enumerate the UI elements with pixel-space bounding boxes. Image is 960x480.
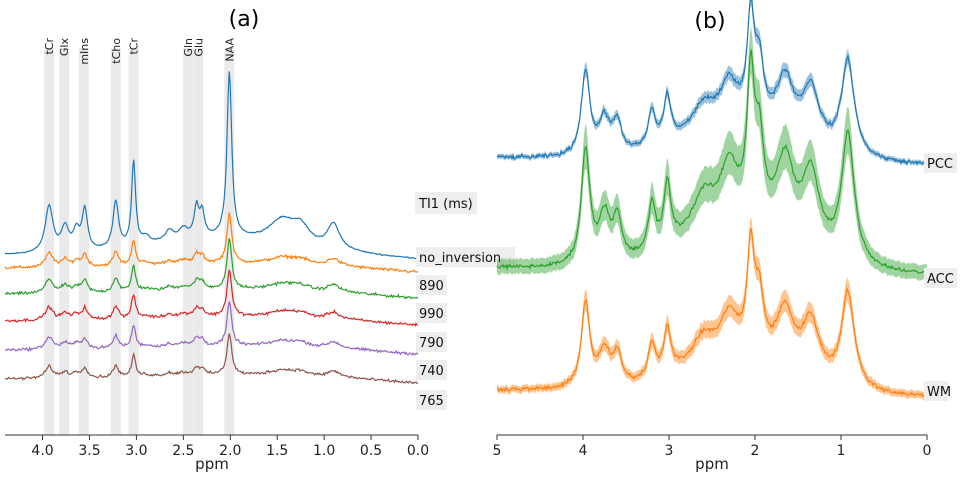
spectrum-line: [4, 269, 419, 327]
metabolite-band: [193, 48, 204, 435]
x-tick-label: 4: [579, 443, 588, 459]
x-tick-label: 1.0: [313, 443, 335, 459]
x-axis-a: 4.0 3.5 3.0 2.5 2.0 1.5 1.0 0.5 0.0: [5, 434, 429, 459]
x-tick-label: 2: [751, 443, 760, 459]
x-tick-label: 0.0: [407, 443, 429, 459]
spectrum-line: [4, 71, 419, 260]
x-tick-label: 5: [493, 443, 502, 459]
x-axis-b: 5 4 3 2 1 0: [493, 434, 932, 459]
spectra-lines-b: [496, 0, 928, 398]
series-label-box: [416, 332, 447, 352]
series-label-box: [924, 268, 957, 288]
series-label-box: [416, 247, 516, 267]
spectrum-line: [4, 212, 418, 274]
spectrum-line: [4, 301, 419, 356]
metabolite-label: tCho: [110, 38, 123, 64]
metabolite-label: Gln: [182, 38, 195, 57]
legend-title: TI1 (ms): [418, 197, 473, 212]
series-labels-b: PCC ACC WM: [924, 153, 957, 401]
series-label-box: [416, 303, 447, 323]
x-tick-label: 0.5: [360, 443, 382, 459]
series-label-box: [416, 390, 447, 410]
metabolite-label: tCr: [43, 38, 56, 55]
legend-title-box: TI1 (ms): [415, 192, 477, 214]
series-labels: TI1 (ms) no_inversion 890 990 790 740 765: [415, 192, 516, 410]
x-axis-title-b: ppm: [695, 455, 729, 473]
sd-band: [497, 216, 927, 401]
x-tick-label: 3.0: [125, 443, 147, 459]
x-axis-title-a: ppm: [195, 455, 229, 473]
panel-a-title: (a): [229, 7, 260, 32]
panel-b-title: (b): [694, 9, 725, 34]
metabolite-label: tCr: [128, 38, 141, 55]
series-label: no_inversion: [419, 251, 501, 266]
series-label: 990: [419, 307, 444, 322]
metabolite-bands: [44, 48, 235, 435]
metabolite-band: [78, 48, 89, 435]
x-tick-label: 0: [923, 443, 932, 459]
metabolite-label: Glu: [192, 38, 205, 57]
series-label-box: [416, 275, 447, 295]
metabolite-label: NAA: [223, 38, 236, 62]
series-label-box: [924, 153, 957, 173]
panel-b: (b) PCC ACC WM 5 4 3 2 1 0 ppm: [493, 0, 957, 473]
spectra-lines: [4, 71, 419, 385]
series-label: 765: [419, 394, 444, 409]
series-label: 740: [419, 364, 444, 379]
x-tick-label: 3.5: [78, 443, 100, 459]
series-label: PCC: [927, 157, 953, 172]
x-tick-label: 2.0: [219, 443, 241, 459]
spectrum-line: [496, 0, 928, 167]
metabolite-band: [110, 48, 121, 435]
series-label: WM: [927, 385, 951, 400]
x-tick-label: 1.5: [266, 443, 288, 459]
metabolite-band: [44, 48, 55, 435]
sd-band: [497, 26, 927, 281]
spectrum-line: [496, 49, 928, 274]
metabolite-band: [183, 48, 194, 435]
sd-bands: [497, 0, 927, 401]
spectrum-line: [5, 333, 419, 385]
spectrum-line: [4, 238, 419, 300]
metabolite-band: [59, 48, 70, 435]
series-label: ACC: [927, 272, 954, 287]
metabolite-label: Glx: [58, 38, 71, 57]
x-tick-label: 2.5: [172, 443, 194, 459]
spectrum-line: [496, 228, 928, 398]
series-label-box: [924, 381, 948, 401]
x-tick-label: 3: [665, 443, 674, 459]
series-label-box: [416, 360, 447, 380]
x-tick-label: 4.0: [31, 443, 53, 459]
series-label: 890: [419, 279, 444, 294]
metabolite-label: mIns: [78, 38, 91, 65]
series-label: 790: [419, 336, 444, 351]
x-tick-label: 1: [837, 443, 846, 459]
